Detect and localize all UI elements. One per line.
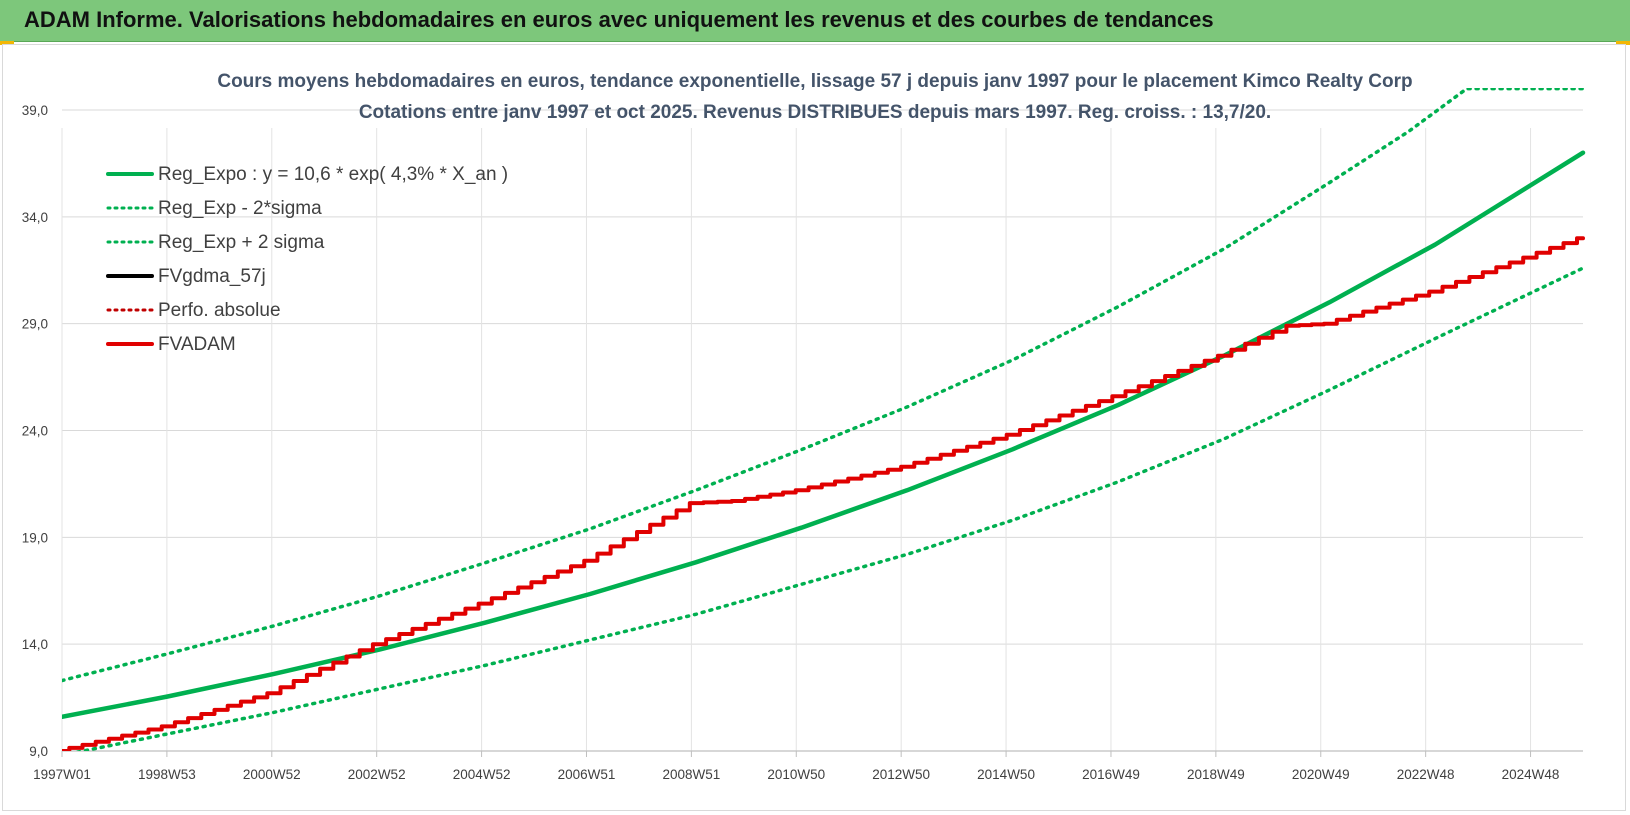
y-tick-label: 9,0 — [29, 744, 48, 759]
x-tick-label: 2012W50 — [872, 767, 930, 782]
corner-mark-left — [0, 41, 14, 45]
legend-label: Reg_Exp - 2*sigma — [158, 198, 322, 219]
x-tick-label: 2008W51 — [662, 767, 720, 782]
legend-label: Reg_Expo : y = 10,6 * exp( 4,3% * X_an ) — [158, 164, 508, 185]
legend-label: FVgdma_57j — [158, 266, 266, 287]
y-tick-label: 14,0 — [22, 637, 48, 652]
gridlines — [61, 109, 1583, 752]
corner-mark-right — [1616, 41, 1630, 45]
series-lines — [62, 88, 1586, 751]
x-tick-label: 2016W49 — [1082, 767, 1140, 782]
tick-labels: 9,0 14,0 19,0 24,0 29,0 34,0 39,0 1997W01 1998W5… — [22, 103, 1560, 782]
chart-title: Cours moyens hebdomadaires en euros, ten… — [217, 71, 1412, 92]
x-tick-label: 1998W53 — [138, 767, 196, 782]
x-tick-label: 2020W49 — [1292, 767, 1350, 782]
legend-label: FVADAM — [158, 334, 236, 355]
legend: Reg_Expo : y = 10,6 * exp( 4,3% * X_an )… — [106, 164, 508, 355]
report-title: ADAM Informe. Valorisations hebdomadaire… — [24, 7, 1214, 32]
x-tick-label: 2014W50 — [977, 767, 1035, 782]
legend-label: Perfo. absolue — [158, 300, 281, 321]
legend-label: Reg_Exp + 2 sigma — [158, 232, 325, 253]
report-banner: ADAM Informe. Valorisations hebdomadaire… — [0, 0, 1630, 42]
y-tick-label: 19,0 — [22, 530, 48, 545]
x-tick-label: 2002W52 — [348, 767, 406, 782]
chart-frame — [2, 44, 1626, 811]
series-line-0 — [62, 150, 1586, 720]
chart-subtitle: Cotations entre janv 1997 et oct 2025. R… — [359, 102, 1271, 123]
x-tick-label: 2000W52 — [243, 767, 301, 782]
x-tick-label: 2006W51 — [558, 767, 616, 782]
x-tick-label: 2004W52 — [453, 767, 511, 782]
axes — [61, 750, 1583, 757]
series-line-2 — [62, 88, 1585, 683]
x-tick-label: 1997W01 — [33, 767, 91, 782]
series-line-5 — [62, 236, 1585, 751]
x-tick-label: 2022W48 — [1397, 767, 1455, 782]
y-tick-label: 34,0 — [22, 210, 48, 225]
y-tick-label: 24,0 — [22, 424, 48, 439]
x-tick-label: 2024W48 — [1502, 767, 1560, 782]
x-tick-label: 2018W49 — [1187, 767, 1245, 782]
series-line-1 — [74, 266, 1585, 751]
x-tick-label: 2010W50 — [767, 767, 825, 782]
y-tick-label: 39,0 — [22, 103, 48, 118]
y-tick-label: 29,0 — [22, 317, 48, 332]
